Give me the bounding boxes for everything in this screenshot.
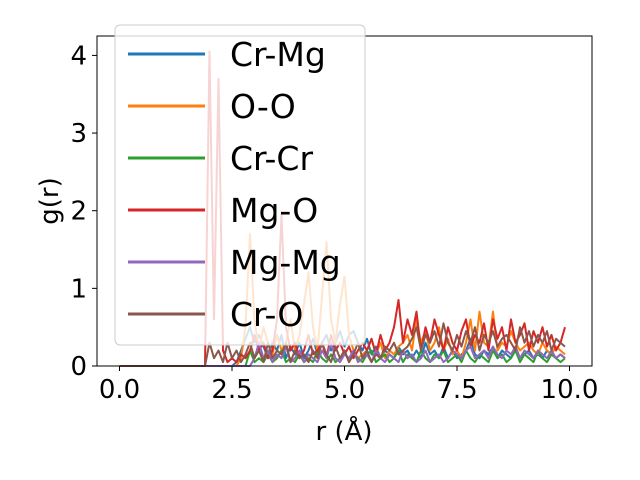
x-tick-label: 7.5	[436, 375, 477, 405]
x-tick-label: 5.0	[324, 375, 365, 405]
legend-label: O-O	[230, 87, 296, 126]
y-axis-ticks: 0 1 2 3 4	[70, 41, 97, 382]
legend: Cr-Mg O-O Cr-Cr Mg-O Mg-Mg Cr-O	[114, 24, 366, 346]
x-tick-label: 10.0	[541, 375, 599, 405]
x-tick-label: 2.5	[211, 375, 252, 405]
y-axis-label: g(r)	[35, 177, 65, 224]
x-tick-label: 0.0	[99, 375, 140, 405]
x-axis-ticks: 0.0 2.5 5.0 7.5 10.0	[99, 366, 599, 405]
x-axis-label: r (Å)	[315, 415, 372, 447]
legend-label: Cr-O	[230, 295, 303, 334]
y-tick-label: 0	[70, 352, 87, 382]
y-tick-label: 2	[70, 197, 87, 227]
y-tick-label: 1	[70, 274, 87, 304]
legend-label: Cr-Cr	[230, 139, 313, 178]
y-tick-label: 4	[70, 41, 87, 71]
legend-label: Mg-O	[230, 191, 318, 230]
legend-label: Mg-Mg	[230, 243, 341, 282]
y-tick-label: 3	[70, 119, 87, 149]
legend-label: Cr-Mg	[230, 35, 326, 74]
